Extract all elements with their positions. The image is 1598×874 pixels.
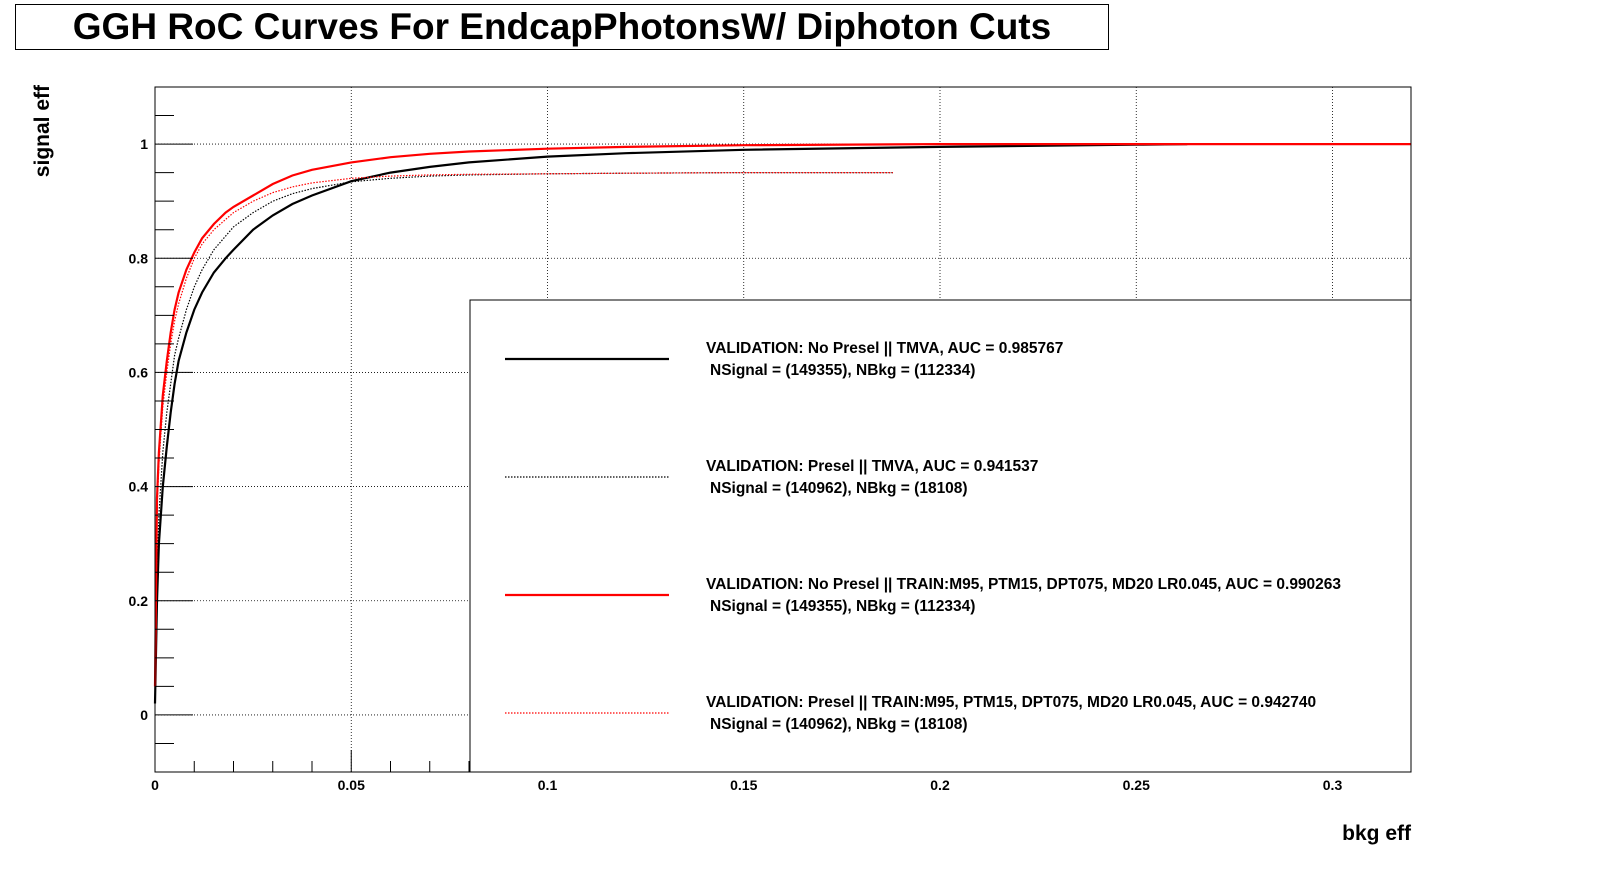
chart-title-box: GGH RoC Curves For EndcapPhotonsW/ Dipho…: [15, 4, 1109, 50]
legend-label-1: VALIDATION: No Presel || TMVA, AUC = 0.9…: [706, 340, 1063, 357]
legend-label-2: VALIDATION: Presel || TMVA, AUC = 0.9415…: [706, 458, 1038, 475]
legend-sublabel-1: NSignal = (149355), NBkg = (112334): [710, 362, 975, 379]
y-tick-label: 0.2: [129, 593, 149, 609]
x-tick-label: 0.1: [538, 777, 558, 793]
x-tick-label: 0.2: [930, 777, 950, 793]
tick-label-layer: 0 0.05 0.1 0.15 0.2 0.25 0.3 0 0.2 0.4 0.6 0.8 1: [129, 136, 1343, 793]
y-tick-label: 0: [140, 707, 148, 723]
x-tick-label: 0.3: [1323, 777, 1343, 793]
x-tick-label: 0.25: [1123, 777, 1150, 793]
legend-sublabel-2: NSignal = (140962), NBkg = (18108): [710, 480, 968, 497]
chart-title: GGH RoC Curves For EndcapPhotonsW/ Dipho…: [72, 6, 1052, 47]
y-axis-title: signal eff: [31, 84, 54, 177]
x-axis-title: bkg eff: [1342, 822, 1412, 845]
legend-label-3: VALIDATION: No Presel || TRAIN:M95, PTM1…: [706, 576, 1341, 593]
y-tick-label: 0.8: [129, 250, 149, 266]
legend-sublabel-4: NSignal = (140962), NBkg = (18108): [710, 716, 968, 733]
x-tick-label: 0.15: [730, 777, 757, 793]
roc-curve-4: [154, 172, 893, 687]
x-tick-label: 0: [151, 777, 159, 793]
legend-box: [469, 299, 1412, 773]
legend-sublabel-3: NSignal = (149355), NBkg = (112334): [710, 598, 975, 615]
y-tick-label: 0.4: [129, 479, 149, 495]
roc-curve-3: [153, 143, 1411, 687]
legend: VALIDATION: No Presel || TMVA, AUC = 0.9…: [469, 299, 1412, 773]
x-tick-label: 0.05: [338, 777, 365, 793]
legend-label-4: VALIDATION: Presel || TRAIN:M95, PTM15, …: [706, 694, 1316, 711]
y-tick-label: 0.6: [129, 364, 149, 380]
y-tick-label: 1: [140, 136, 148, 152]
roc-curve-2: [154, 172, 893, 704]
